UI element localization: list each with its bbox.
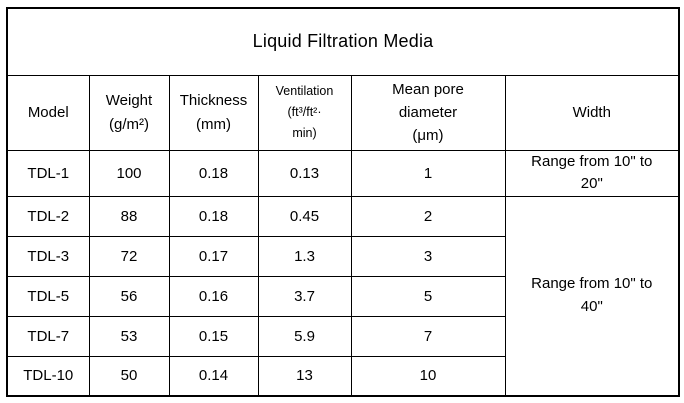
ventilation-cell: 13 — [257, 355, 352, 397]
model-cell: TDL-10 — [6, 355, 90, 397]
weight-cell: 100 — [88, 149, 170, 197]
table-row-tdl-1: TDL-1 100 0.18 0.13 1 Range from 10" to … — [6, 149, 680, 197]
pore-diameter-cell: 2 — [350, 195, 506, 237]
pore-diameter-cell: 3 — [350, 235, 506, 277]
model-cell: TDL-1 — [6, 149, 90, 197]
thickness-cell: 0.18 — [168, 149, 259, 197]
column-header-weight: Weight (g/m²) — [88, 74, 170, 151]
ventilation-cell: 0.13 — [257, 149, 352, 197]
thickness-cell: 0.16 — [168, 275, 259, 317]
table-row-tdl-5: TDL-5 56 0.16 3.7 5 — [6, 275, 679, 317]
weight-cell: 56 — [88, 275, 170, 317]
thickness-cell: 0.18 — [168, 195, 259, 237]
column-header-thickness: Thickness (mm) — [168, 74, 259, 151]
liquid-filtration-media-table: Liquid Filtration Media Model Weight (g/… — [6, 7, 681, 397]
weight-cell: 72 — [88, 235, 170, 277]
weight-cell: 53 — [88, 315, 170, 357]
model-cell: TDL-7 — [6, 315, 90, 357]
ventilation-cell: 1.3 — [257, 235, 352, 277]
weight-cell: 88 — [88, 195, 170, 237]
column-header-model: Model — [6, 74, 90, 151]
table-row-tdl-3: TDL-3 72 0.17 1.3 3 — [6, 235, 679, 277]
thickness-cell: 0.15 — [168, 315, 259, 357]
thickness-cell: 0.14 — [168, 355, 259, 397]
width-range-cell-10-20: Range from 10" to 20" — [504, 149, 680, 197]
ventilation-cell: 0.45 — [257, 195, 352, 237]
width-range-cell-10-40: Range from 10" to 40" — [504, 195, 680, 397]
model-cell: TDL-3 — [6, 235, 90, 277]
ventilation-cell: 3.7 — [257, 275, 352, 317]
thickness-cell: 0.17 — [168, 235, 259, 277]
table-row-tdl-10: TDL-10 50 0.14 13 10 — [6, 355, 679, 397]
table-title-row: Liquid Filtration Media — [6, 7, 680, 76]
ventilation-cell: 5.9 — [257, 315, 352, 357]
pore-diameter-cell: 1 — [350, 149, 506, 197]
column-header-mean-pore-diameter: Mean pore diameter (μm) — [350, 74, 506, 151]
table-header-row: Model Weight (g/m²) Thickness (mm) Venti… — [6, 74, 680, 151]
column-header-ventilation: Ventilation (ft³/ft²· min) — [257, 74, 352, 151]
table-row-tdl-7: TDL-7 53 0.15 5.9 7 — [6, 315, 679, 357]
pore-diameter-cell: 10 — [350, 355, 506, 397]
model-cell: TDL-2 — [6, 195, 90, 237]
table-title: Liquid Filtration Media — [6, 7, 680, 76]
model-cell: TDL-5 — [6, 275, 90, 317]
pore-diameter-cell: 5 — [350, 275, 506, 317]
pore-diameter-cell: 7 — [350, 315, 506, 357]
column-header-width: Width — [504, 74, 680, 151]
weight-cell: 50 — [88, 355, 170, 397]
table-row-tdl-2: TDL-2 88 0.18 0.45 2 Range from 10" to 4… — [6, 195, 680, 397]
